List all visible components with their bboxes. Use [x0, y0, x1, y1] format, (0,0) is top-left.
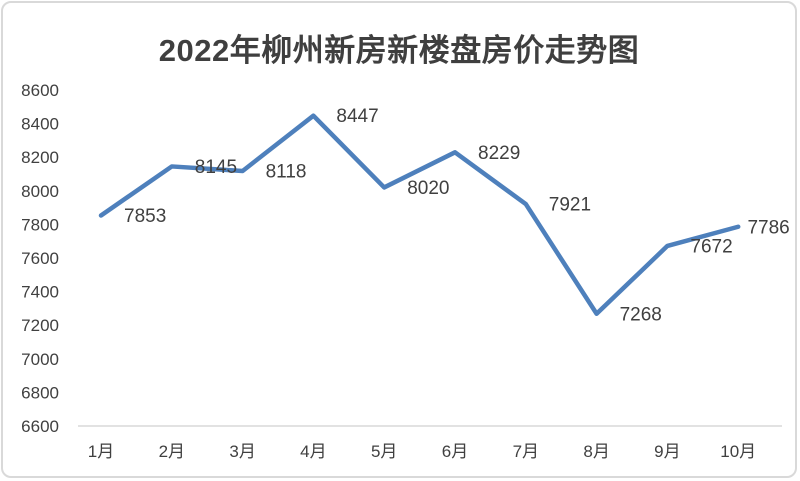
y-axis-tick-label: 8400 [21, 115, 59, 134]
x-axis-tick-label: 10月 [720, 442, 756, 461]
data-label: 7786 [747, 217, 789, 238]
price-trend-line-chart: 6600 6800 7000 7200 7400 7600 7800 8000 8200 8400… [21, 81, 790, 461]
data-label: 7672 [690, 236, 732, 257]
data-label: 8145 [195, 157, 237, 178]
y-axis-tick-label: 7000 [21, 350, 59, 369]
data-label: 8020 [407, 178, 449, 199]
x-axis-tick-label: 5月 [371, 442, 397, 461]
data-label: 8118 [266, 161, 307, 182]
data-label: 7921 [549, 195, 591, 216]
y-axis-tick-label: 6600 [21, 417, 59, 436]
y-axis-tick-label: 8600 [21, 81, 59, 100]
y-axis-tick-label: 8200 [21, 148, 59, 167]
y-axis-tick-label: 7600 [21, 249, 59, 268]
x-axis-tick-label: 6月 [442, 442, 468, 461]
y-axis-tick-label: 8000 [21, 182, 59, 201]
x-axis-tick-label: 4月 [300, 442, 326, 461]
data-label: 8229 [478, 143, 520, 164]
y-axis-tick-label: 6800 [21, 383, 59, 402]
data-label: 7853 [124, 206, 166, 227]
data-label: 8447 [336, 106, 378, 127]
data-label: 7268 [620, 304, 662, 325]
chart-title: 2022年柳州新房新楼盘房价走势图 [158, 33, 640, 68]
x-axis-tick-label: 3月 [229, 442, 255, 461]
x-axis-tick-label: 2月 [159, 442, 185, 461]
x-axis-tick-label: 1月 [88, 442, 114, 461]
x-axis-tick-label: 8月 [583, 442, 609, 461]
y-axis-tick-label: 7800 [21, 215, 59, 234]
y-axis-tick-label: 7200 [21, 316, 59, 335]
price-series-line [98, 113, 741, 317]
x-axis-tick-label: 9月 [654, 442, 680, 461]
y-axis-tick-label: 7400 [21, 283, 59, 302]
x-axis-tick-label: 7月 [513, 442, 539, 461]
